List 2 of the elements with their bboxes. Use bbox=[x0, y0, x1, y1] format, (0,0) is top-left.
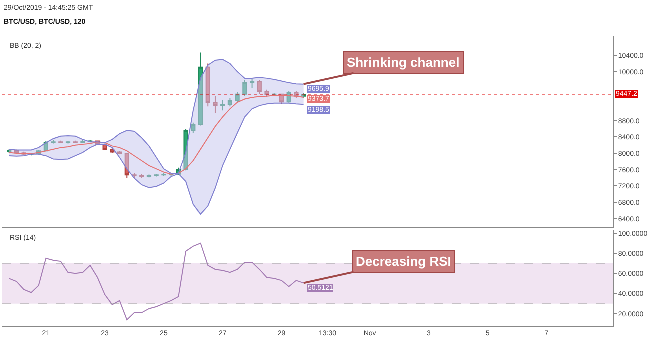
annotation: Decreasing RSI bbox=[356, 254, 452, 269]
annotation: Shrinking channel bbox=[347, 55, 460, 70]
